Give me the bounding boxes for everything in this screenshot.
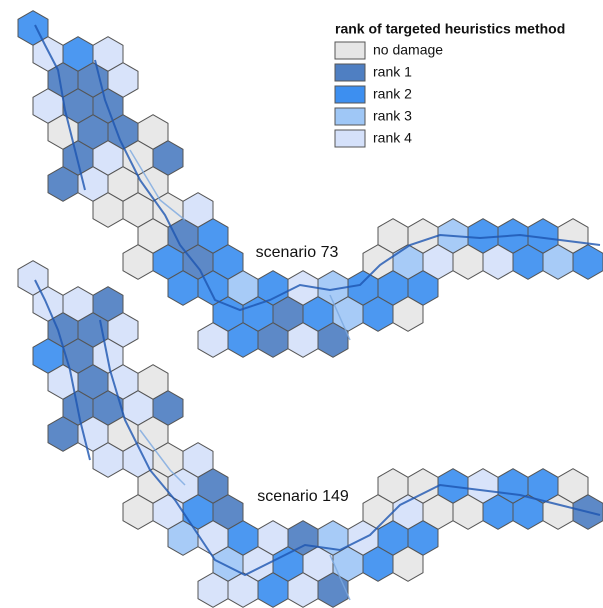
legend-label: rank 4 (373, 130, 412, 146)
legend-swatch (334, 63, 366, 82)
river (129, 149, 351, 341)
legend-title: rank of targeted heuristics method (335, 21, 565, 37)
legend-swatch (334, 41, 366, 60)
legend-label: rank 1 (373, 64, 412, 80)
legend-label: rank 2 (373, 86, 412, 102)
hex-cell (392, 296, 424, 332)
hex-cell (317, 572, 349, 608)
hex-cell (392, 546, 424, 582)
river (34, 24, 601, 312)
legend-swatch (334, 129, 366, 148)
hex-cell (317, 322, 349, 358)
hex-cell (572, 244, 603, 280)
legend-swatch (334, 85, 366, 104)
river (139, 429, 351, 601)
legend-label: rank 3 (373, 108, 412, 124)
legend-label: no damage (373, 42, 443, 58)
scenario-label: scenario 73 (256, 244, 339, 261)
scenario-label: scenario 149 (257, 488, 349, 505)
legend-swatch (334, 107, 366, 126)
hex-layer (17, 10, 603, 608)
river (34, 279, 601, 577)
river-layer (34, 24, 601, 601)
